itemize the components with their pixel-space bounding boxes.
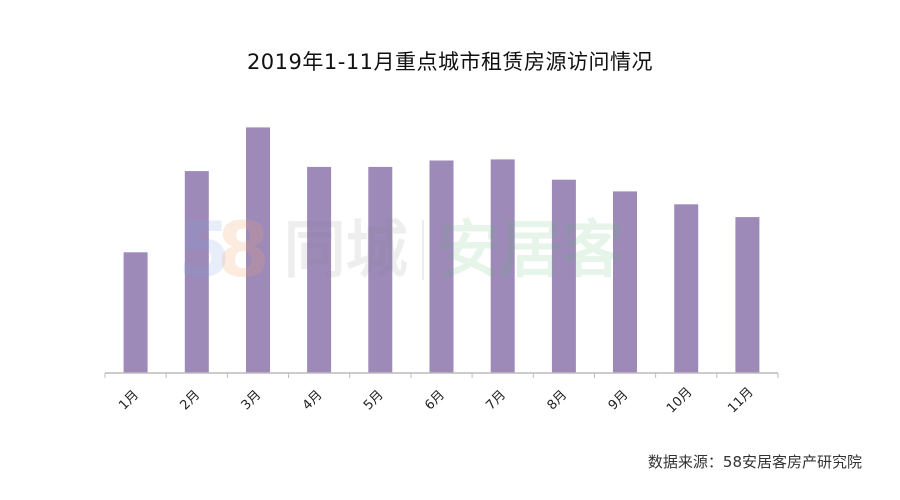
bar-3 — [246, 127, 270, 373]
x-tick-label: 8月 — [545, 388, 571, 414]
bar-10 — [674, 204, 698, 373]
x-tick-label: 3月 — [239, 388, 265, 414]
x-tick-label: 9月 — [606, 388, 632, 414]
bar-9 — [613, 191, 637, 373]
x-axis — [105, 373, 778, 378]
x-tick-label: 7月 — [483, 388, 509, 414]
bar-11 — [735, 217, 759, 373]
x-tick-label: 11月 — [725, 385, 756, 416]
x-tick-label: 2月 — [177, 388, 203, 414]
bar-4 — [307, 167, 331, 373]
bar-7 — [491, 159, 515, 373]
bar-6 — [430, 161, 454, 374]
bars-group — [124, 127, 760, 373]
x-tick-label: 10月 — [664, 385, 695, 416]
x-tick-label: 4月 — [300, 388, 326, 414]
x-tick-label: 1月 — [116, 388, 142, 414]
bar-2 — [185, 171, 209, 373]
bar-1 — [124, 252, 148, 373]
x-tick-label: 6月 — [422, 388, 448, 414]
bar-8 — [552, 180, 576, 373]
bar-5 — [368, 167, 392, 373]
source-note: 数据来源：58安居客房产研究院 — [648, 451, 862, 472]
x-tick-label: 5月 — [361, 388, 387, 414]
x-tick-labels: 1月 2月 3月 4月 5月 6月 7月 8月 9月 10月 11月 — [116, 385, 756, 416]
